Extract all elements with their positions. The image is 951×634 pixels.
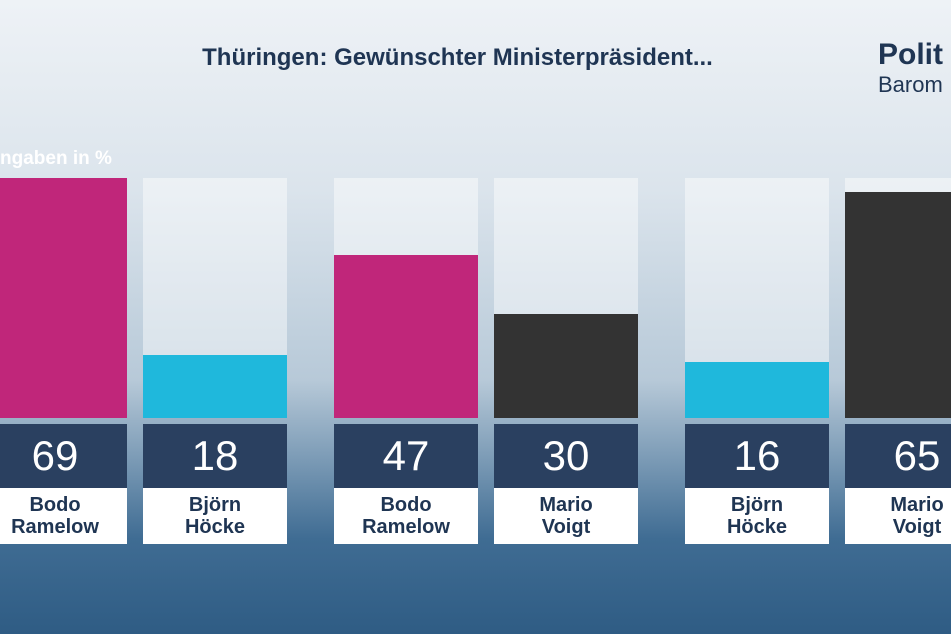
value-label: 69 xyxy=(0,424,127,488)
value-label: 65 xyxy=(845,424,951,488)
bar xyxy=(334,254,478,418)
category-box: Björn Höcke xyxy=(685,488,829,544)
bar xyxy=(685,362,829,418)
value-label: 18 xyxy=(143,424,287,488)
logo-text: Barom xyxy=(878,72,943,97)
value-label: 16 xyxy=(685,424,829,488)
category-box: Björn Höcke xyxy=(143,488,287,544)
category-label: Mario Voigt xyxy=(890,494,944,538)
category-label: Mario Voigt xyxy=(539,494,593,538)
category-box: Mario Voigt xyxy=(494,488,638,544)
logo-text: Polit xyxy=(878,38,943,71)
chart-title: Thüringen: Gewünschter Ministerpräsident… xyxy=(202,44,713,71)
category-box: Mario Voigt xyxy=(845,488,951,544)
bar xyxy=(845,191,951,418)
category-box: Bodo Ramelow xyxy=(334,488,478,544)
unit-note: ngaben in % xyxy=(0,148,112,169)
category-label: Bodo Ramelow xyxy=(11,494,99,538)
category-box: Bodo Ramelow xyxy=(0,488,127,544)
category-label: Björn Höcke xyxy=(184,494,246,538)
bar xyxy=(0,178,127,418)
value-label: 30 xyxy=(494,424,638,488)
bar xyxy=(143,355,287,418)
category-label: Björn Höcke xyxy=(726,494,788,538)
category-label: Bodo Ramelow xyxy=(362,494,450,538)
value-label: 47 xyxy=(334,424,478,488)
bar xyxy=(494,313,638,418)
